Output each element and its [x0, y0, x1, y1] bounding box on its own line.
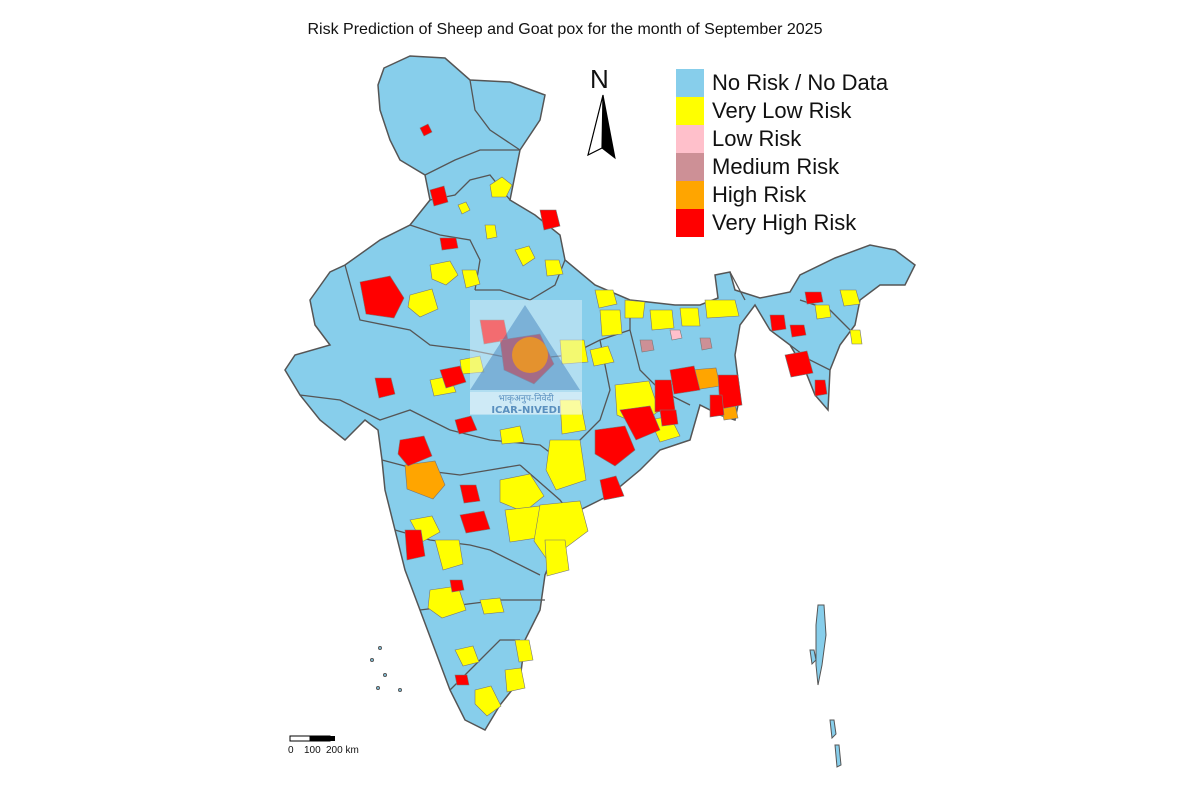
legend-item-very-low-risk: Very Low Risk	[676, 97, 888, 125]
watermark-text-line2: ICAR-NIVEDI	[491, 405, 560, 416]
medium-risk-districts	[639, 337, 713, 353]
legend-item-high-risk: High Risk	[676, 181, 888, 209]
legend-label: No Risk / No Data	[712, 70, 889, 95]
legend-item-very-high-risk: Very High Risk	[676, 209, 888, 237]
legend-item-no-risk: No Risk / No Data	[676, 69, 888, 97]
north-arrow-icon	[587, 94, 616, 160]
map-title: Risk Prediction of Sheep and Goat pox fo…	[307, 21, 823, 38]
low-risk-districts	[669, 329, 683, 341]
very-low-risk-districts	[407, 176, 863, 717]
legend-label: Low Risk	[712, 126, 802, 151]
legend-item-medium-risk: Medium Risk	[676, 153, 888, 181]
scale-bar	[289, 735, 335, 742]
legend-swatch	[676, 181, 704, 209]
scale-tick-end: 200 km	[326, 745, 359, 756]
watermark-text-line1: भाकृअनुप-निवेदी	[498, 392, 554, 404]
watermark-logo: भाकृअनुप-निवेदी ICAR-NIVEDI	[470, 300, 582, 416]
legend-label: Medium Risk	[712, 154, 840, 179]
lakshadweep-islands	[370, 646, 402, 692]
scale-tick-0: 0	[288, 745, 294, 756]
scale-tick-mid: 100	[304, 745, 321, 756]
legend-label: Very High Risk	[712, 210, 857, 235]
legend: No Risk / No Data Very Low Risk Low Risk…	[676, 69, 888, 237]
legend-label: High Risk	[712, 182, 807, 207]
legend-swatch	[676, 153, 704, 181]
legend-swatch	[676, 97, 704, 125]
legend-swatch	[676, 125, 704, 153]
legend-label: Very Low Risk	[712, 98, 852, 123]
legend-swatch	[676, 209, 704, 237]
very-high-risk-districts	[359, 123, 828, 686]
legend-item-low-risk: Low Risk	[676, 125, 888, 153]
north-label: N	[590, 64, 609, 94]
legend-swatch	[676, 69, 704, 97]
andaman-nicobar-islands	[809, 604, 842, 768]
